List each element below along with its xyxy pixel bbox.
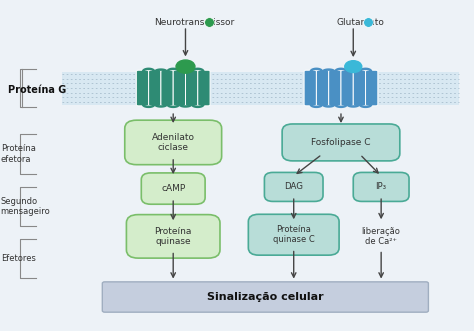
FancyBboxPatch shape [248, 214, 339, 255]
FancyBboxPatch shape [328, 70, 341, 106]
Text: Glutamato: Glutamato [336, 18, 384, 26]
FancyBboxPatch shape [353, 70, 365, 106]
Text: Neurotransmissor: Neurotransmissor [155, 18, 235, 26]
FancyBboxPatch shape [125, 120, 222, 165]
FancyBboxPatch shape [317, 70, 328, 106]
Text: Fosfolipase C: Fosfolipase C [311, 138, 371, 147]
Text: DAG: DAG [284, 182, 303, 191]
Text: Proteína
efetora: Proteína efetora [0, 144, 36, 164]
Text: IP₃: IP₃ [375, 182, 387, 191]
Text: Proteína
quinase: Proteína quinase [155, 227, 192, 246]
FancyBboxPatch shape [304, 70, 317, 106]
FancyBboxPatch shape [198, 70, 210, 106]
Text: Sinalização celular: Sinalização celular [207, 292, 324, 302]
FancyBboxPatch shape [127, 214, 220, 258]
Text: liberação
de Ca²⁺: liberação de Ca²⁺ [362, 227, 401, 246]
FancyBboxPatch shape [161, 70, 173, 106]
Circle shape [345, 61, 362, 72]
Text: cAMP: cAMP [161, 184, 185, 193]
Text: Segundo
mensageiro: Segundo mensageiro [0, 197, 50, 216]
FancyBboxPatch shape [149, 70, 161, 106]
FancyBboxPatch shape [102, 282, 428, 312]
FancyBboxPatch shape [365, 70, 378, 106]
FancyBboxPatch shape [137, 70, 149, 106]
Text: Adenilato
ciclase: Adenilato ciclase [152, 133, 195, 152]
FancyBboxPatch shape [141, 173, 205, 204]
Text: Efetores: Efetores [0, 254, 36, 263]
FancyBboxPatch shape [353, 172, 409, 202]
Circle shape [176, 60, 195, 73]
FancyBboxPatch shape [341, 70, 353, 106]
FancyBboxPatch shape [282, 124, 400, 161]
Text: Proteína
quinase C: Proteína quinase C [273, 225, 315, 244]
FancyBboxPatch shape [62, 71, 459, 105]
FancyBboxPatch shape [264, 172, 323, 202]
FancyBboxPatch shape [173, 70, 185, 106]
Text: Proteína G: Proteína G [8, 85, 66, 95]
FancyBboxPatch shape [185, 70, 198, 106]
